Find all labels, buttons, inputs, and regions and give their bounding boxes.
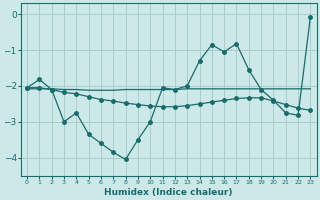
X-axis label: Humidex (Indice chaleur): Humidex (Indice chaleur) bbox=[104, 188, 233, 197]
